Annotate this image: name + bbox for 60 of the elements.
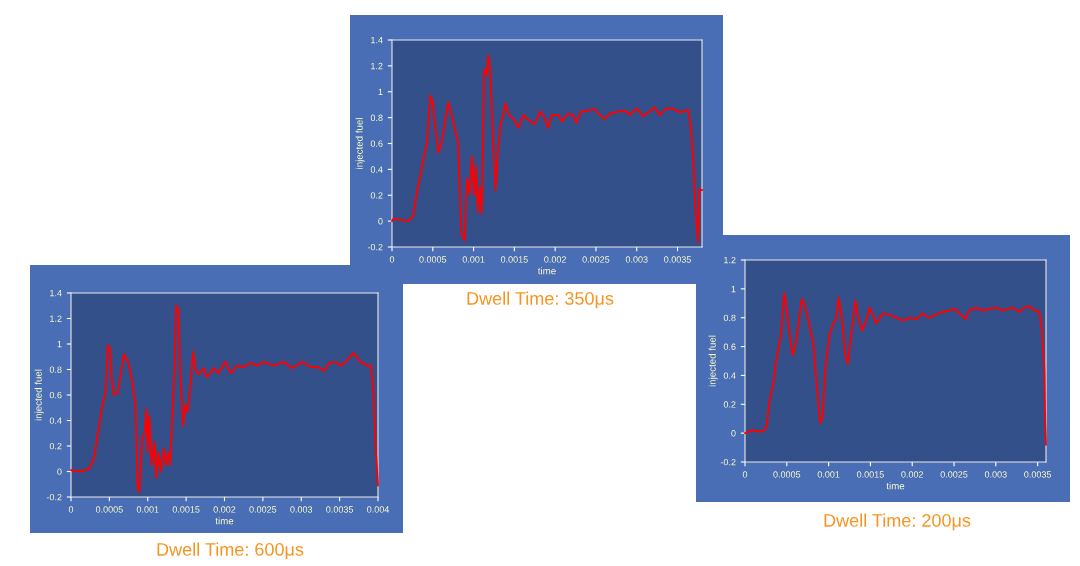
x-tick-label: 0.0025 [249, 506, 277, 513]
y-tick-label: 0.8 [370, 114, 383, 121]
x-tick-label: 0.0025 [940, 471, 968, 478]
x-tick-label: 0.002 [213, 506, 236, 513]
x-axis-title: time [537, 267, 556, 275]
y-tick-label: -0.2 [367, 243, 383, 251]
y-tick-label: 0 [731, 430, 736, 437]
x-tick-label: 0.0015 [172, 506, 200, 513]
x-tick-label: 0.0015 [500, 256, 528, 263]
y-tick-label: 0.6 [723, 343, 736, 350]
x-tick-label: 0 [68, 506, 74, 513]
y-tick-label: 0.8 [723, 314, 736, 322]
y-axis-title: injected fuel [34, 369, 44, 421]
text: Dwell Time: 200μs [824, 513, 971, 531]
x-tick-label: 0.0025 [582, 256, 610, 263]
y-tick-label: 1 [731, 285, 736, 293]
y-tick-label: 0.6 [370, 140, 383, 147]
x-tick-label: 0.001 [136, 506, 159, 513]
y-tick-label: 0.8 [49, 366, 62, 373]
x-tick-label: 0.0005 [773, 471, 801, 478]
x-tick-label: 0.003 [984, 471, 1007, 478]
x-tick-label: 0.001 [817, 471, 840, 478]
line-series [744, 292, 1047, 446]
y-tick-label: 1.4 [50, 290, 62, 297]
x-tick-label: 0.002 [544, 256, 566, 263]
x-tick-label: 0 [742, 471, 748, 478]
y-tick-label: 0.2 [49, 442, 62, 450]
x-tick-label: 0.003 [625, 256, 648, 263]
x-tick-label: 0.003 [290, 506, 313, 513]
x-tick-label: 0.0005 [419, 256, 447, 263]
y-tick-label: 1 [57, 341, 62, 348]
y-tick-label: 1.2 [50, 315, 62, 322]
y-tick-label: 0.2 [723, 401, 736, 408]
text: Dwell Time: 600μs [157, 542, 304, 560]
x-tick-label: 0.0035 [1024, 471, 1052, 478]
x-axis-title: time [886, 482, 905, 490]
x-tick-label: 0.0035 [326, 506, 354, 513]
x-tick-label: 0.001 [462, 256, 485, 263]
y-tick-label: 1.2 [371, 62, 383, 70]
x-tick-label: 0.0005 [95, 506, 123, 513]
x-tick-label: 0 [389, 256, 395, 263]
y-tick-label: 1.2 [724, 256, 736, 264]
y-tick-label: 0.6 [49, 391, 62, 399]
y-tick-label: 0.4 [49, 417, 62, 424]
y-tick-label: 1 [378, 88, 383, 96]
y-tick-label: 0.4 [723, 372, 736, 379]
x-tick-label: 0.0035 [664, 256, 691, 263]
y-tick-label: 1.4 [371, 37, 383, 44]
x-tick-label: 0.002 [901, 471, 924, 478]
x-tick-label: 0.004 [367, 506, 390, 513]
y-axis-title: injected fuel [708, 335, 718, 387]
y-tick-label: -0.2 [46, 493, 62, 501]
x-axis-title: time [215, 517, 234, 525]
y-tick-label: 0.4 [370, 166, 383, 173]
x-tick-label: 0.0015 [856, 471, 884, 478]
y-tick-label: 0 [378, 218, 383, 225]
y-tick-label: 0.2 [370, 192, 383, 199]
y-axis-title: injected fuel [355, 118, 365, 169]
text: Dwell Time: 350μs [467, 291, 614, 309]
y-tick-label: -0.2 [720, 458, 736, 466]
